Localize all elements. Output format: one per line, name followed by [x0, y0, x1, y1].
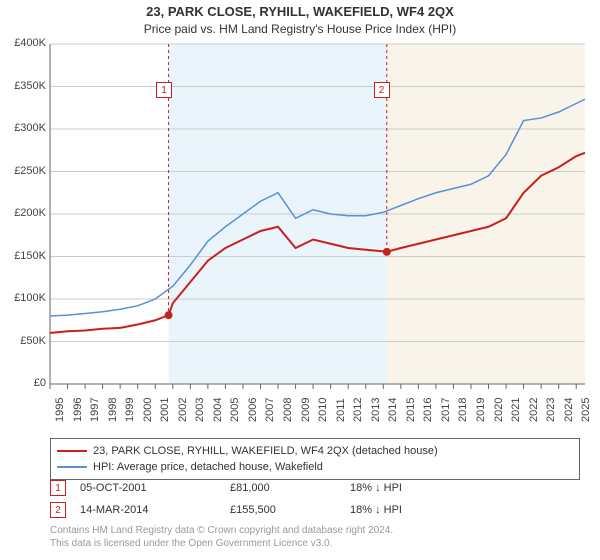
x-tick-label: 2014 — [387, 398, 399, 422]
x-tick-label: 2004 — [212, 398, 224, 422]
x-tick-label: 1998 — [107, 398, 119, 422]
y-tick-label: £150K — [0, 250, 46, 262]
marker-badge: 2 — [50, 502, 66, 518]
sale-price: £81,000 — [230, 482, 350, 494]
x-tick-label: 2008 — [282, 398, 294, 422]
x-tick-label: 2002 — [177, 398, 189, 422]
footer-line: Contains HM Land Registry data © Crown c… — [50, 524, 393, 537]
y-tick-label: £0 — [0, 377, 46, 389]
x-tick-label: 2025 — [580, 398, 592, 422]
x-tick-label: 2022 — [528, 398, 540, 422]
x-tick-label: 1996 — [72, 398, 84, 422]
x-tick-label: 2000 — [142, 398, 154, 422]
y-tick-label: £350K — [0, 80, 46, 92]
x-tick-label: 1997 — [89, 398, 101, 422]
legend-label: 23, PARK CLOSE, RYHILL, WAKEFIELD, WF4 2… — [93, 445, 438, 457]
x-tick-label: 2009 — [300, 398, 312, 422]
x-tick-label: 2013 — [370, 398, 382, 422]
x-tick-label: 2021 — [510, 398, 522, 422]
sale-delta: 18% ↓ HPI — [350, 504, 402, 516]
legend-item: HPI: Average price, detached house, Wake… — [57, 459, 573, 475]
legend: 23, PARK CLOSE, RYHILL, WAKEFIELD, WF4 2… — [50, 438, 580, 480]
footer-line: This data is licensed under the Open Gov… — [50, 537, 393, 550]
x-tick-label: 2016 — [422, 398, 434, 422]
x-tick-label: 1999 — [124, 398, 136, 422]
marker-badge: 1 — [50, 480, 66, 496]
x-tick-label: 2023 — [545, 398, 557, 422]
legend-swatch — [57, 450, 87, 452]
legend-label: HPI: Average price, detached house, Wake… — [93, 461, 323, 473]
sales-table: 1 05-OCT-2001 £81,000 18% ↓ HPI 2 14-MAR… — [50, 480, 402, 518]
x-tick-label: 2020 — [493, 398, 505, 422]
sale-delta: 18% ↓ HPI — [350, 482, 402, 494]
table-row: 1 05-OCT-2001 £81,000 18% ↓ HPI — [50, 480, 402, 496]
y-tick-label: £250K — [0, 165, 46, 177]
x-tick-label: 2024 — [563, 398, 575, 422]
x-tick-label: 1995 — [54, 398, 66, 422]
sale-date: 14-MAR-2014 — [80, 504, 230, 516]
x-tick-label: 2006 — [247, 398, 259, 422]
x-tick-label: 2005 — [229, 398, 241, 422]
marker-callout: 2 — [374, 82, 390, 98]
y-tick-label: £50K — [0, 335, 46, 347]
x-tick-label: 2010 — [317, 398, 329, 422]
y-tick-label: £300K — [0, 122, 46, 134]
x-tick-label: 2018 — [457, 398, 469, 422]
footer: Contains HM Land Registry data © Crown c… — [50, 524, 393, 550]
x-tick-label: 2001 — [159, 398, 171, 422]
x-tick-label: 2003 — [194, 398, 206, 422]
table-row: 2 14-MAR-2014 £155,500 18% ↓ HPI — [50, 502, 402, 518]
sale-date: 05-OCT-2001 — [80, 482, 230, 494]
marker-callout: 1 — [156, 82, 172, 98]
x-tick-label: 2012 — [352, 398, 364, 422]
y-tick-label: £400K — [0, 37, 46, 49]
y-tick-label: £200K — [0, 207, 46, 219]
x-tick-label: 2011 — [335, 398, 347, 422]
sale-price: £155,500 — [230, 504, 350, 516]
x-tick-label: 2017 — [440, 398, 452, 422]
x-tick-label: 2007 — [264, 398, 276, 422]
legend-swatch — [57, 466, 87, 468]
x-tick-label: 2015 — [405, 398, 417, 422]
y-tick-label: £100K — [0, 292, 46, 304]
legend-item: 23, PARK CLOSE, RYHILL, WAKEFIELD, WF4 2… — [57, 443, 573, 459]
x-tick-label: 2019 — [475, 398, 487, 422]
